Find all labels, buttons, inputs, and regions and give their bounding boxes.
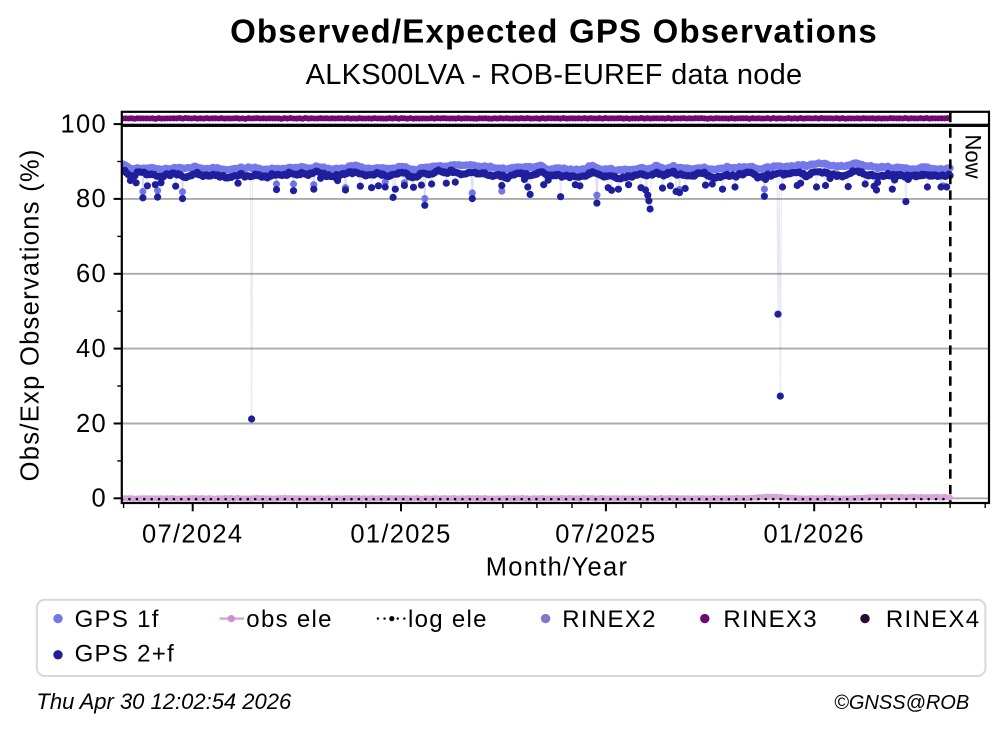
- svg-text:07/2024: 07/2024: [142, 521, 243, 549]
- svg-text:01/2025: 01/2025: [350, 521, 451, 549]
- svg-text:RINEX2: RINEX2: [562, 606, 657, 633]
- svg-text:01/2026: 01/2026: [764, 521, 865, 549]
- svg-text:Obs/Exp Observations (%): Obs/Exp Observations (%): [17, 148, 45, 481]
- svg-text:RINEX4: RINEX4: [886, 606, 981, 633]
- svg-text:60: 60: [76, 260, 107, 288]
- svg-text:GPS 1f: GPS 1f: [75, 606, 160, 633]
- svg-text:©GNSS@ROB: ©GNSS@ROB: [834, 692, 969, 714]
- svg-text:100: 100: [61, 110, 107, 138]
- svg-text:20: 20: [76, 410, 107, 438]
- svg-text:80: 80: [76, 185, 107, 213]
- svg-text:Observed/Expected GPS Observat: Observed/Expected GPS Observations: [230, 13, 878, 50]
- svg-text:40: 40: [76, 335, 107, 363]
- svg-text:07/2025: 07/2025: [555, 521, 656, 549]
- svg-text:ALKS00LVA - ROB-EUREF data nod: ALKS00LVA - ROB-EUREF data node: [306, 59, 803, 91]
- svg-text:Month/Year: Month/Year: [486, 554, 628, 582]
- svg-text:log ele: log ele: [408, 606, 488, 633]
- svg-text:obs ele: obs ele: [246, 606, 332, 633]
- svg-text:RINEX3: RINEX3: [723, 606, 818, 633]
- svg-text:Now: Now: [961, 135, 986, 179]
- svg-text:GPS 2+f: GPS 2+f: [75, 641, 175, 668]
- svg-text:0: 0: [92, 485, 107, 513]
- svg-text:Thu Apr 30 12:02:54 2026: Thu Apr 30 12:02:54 2026: [36, 689, 292, 714]
